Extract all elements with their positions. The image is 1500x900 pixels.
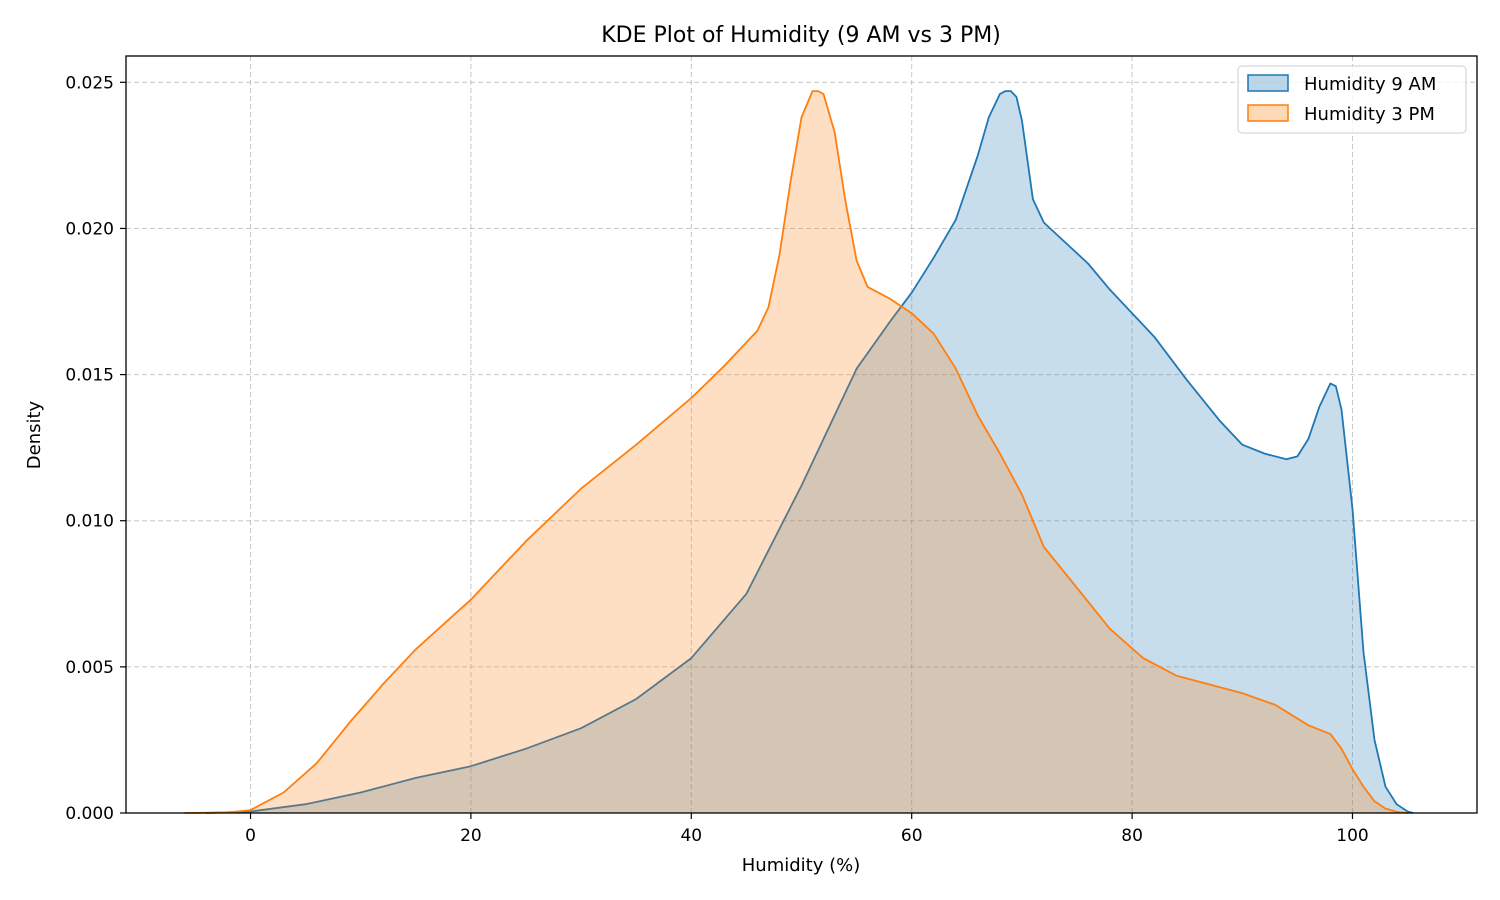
area-fill-humidity-3-pm [184, 91, 1408, 814]
x-axis-ticks: 0 20 40 60 80 100 [245, 813, 1369, 846]
y-tick-label: 0.000 [65, 804, 114, 824]
y-tick-label: 0.025 [65, 73, 114, 93]
x-tick-label: 40 [680, 826, 702, 846]
plot-frame [125, 55, 1478, 814]
y-tick-label: 0.015 [65, 366, 114, 386]
legend-label-humidity-9am: Humidity 9 AM [1304, 74, 1436, 95]
density-line-humidity-9-am [206, 90, 1414, 814]
y-tick-label: 0.020 [65, 219, 114, 239]
legend: Humidity 9 AM Humidity 3 PM [1237, 65, 1467, 134]
x-axis-label: Humidity (%) [742, 855, 861, 876]
x-tick-label: 60 [901, 826, 923, 846]
x-tick-label: 80 [1121, 826, 1143, 846]
density-line-humidity-3-pm [184, 90, 1408, 814]
y-tick-label: 0.005 [65, 658, 114, 678]
legend-swatch-humidity-3pm [1247, 104, 1289, 122]
x-tick-label: 20 [460, 826, 482, 846]
y-tick-label: 0.010 [65, 512, 114, 532]
y-axis-label: Density [24, 400, 45, 469]
legend-swatch-humidity-9am [1247, 74, 1289, 92]
y-axis-ticks: 0.000 0.005 0.010 0.015 0.020 0.025 [65, 73, 126, 824]
legend-box [1237, 65, 1467, 134]
chart-title: KDE Plot of Humidity (9 AM vs 3 PM) [601, 23, 1001, 48]
area-fill-humidity-9-am [206, 91, 1414, 814]
series-layer [184, 90, 1414, 814]
x-tick-label: 0 [245, 826, 256, 846]
legend-label-humidity-3pm: Humidity 3 PM [1304, 104, 1435, 125]
x-tick-label: 100 [1336, 826, 1368, 846]
